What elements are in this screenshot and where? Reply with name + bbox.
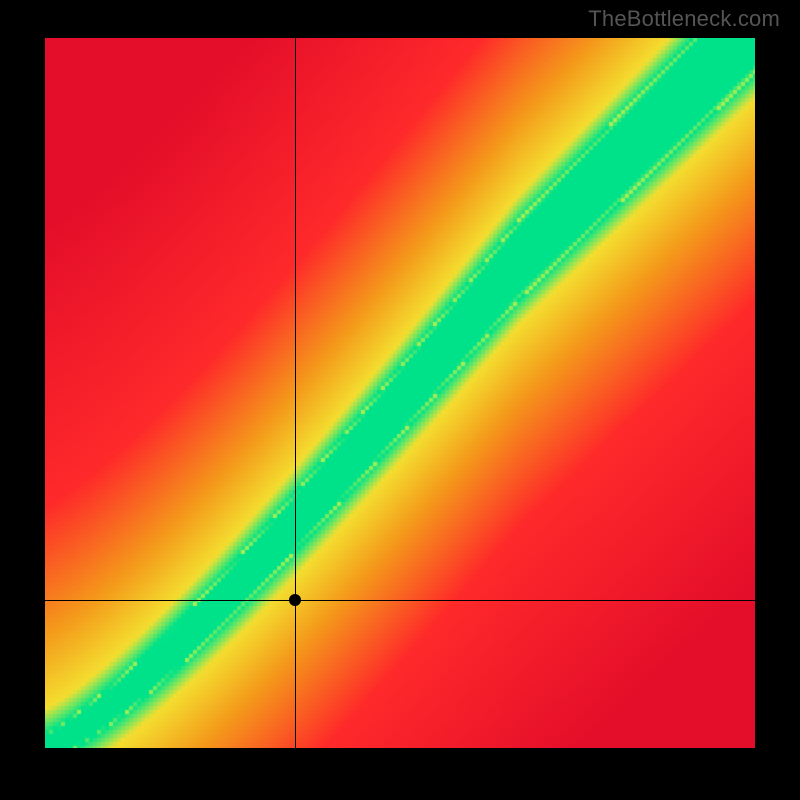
crosshair-horizontal <box>45 600 755 601</box>
marker-dot <box>289 594 301 606</box>
plot-area <box>45 38 755 748</box>
chart-container: TheBottleneck.com <box>0 0 800 800</box>
heatmap-canvas <box>45 38 755 748</box>
crosshair-vertical <box>295 38 296 748</box>
watermark-text: TheBottleneck.com <box>588 6 780 32</box>
